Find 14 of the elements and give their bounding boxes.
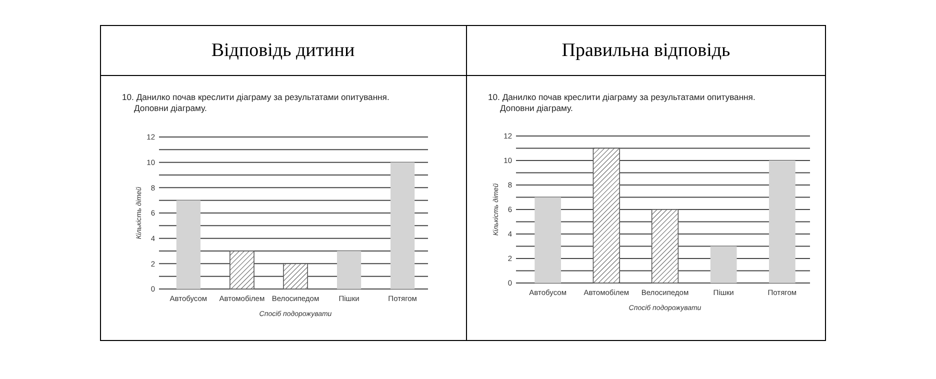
bar [336, 251, 362, 289]
bar [592, 148, 620, 284]
bar [283, 263, 308, 290]
bar [390, 162, 415, 289]
chart-title: Правильна відповідь [562, 40, 731, 61]
bar [651, 209, 679, 284]
chart-subtitle: 10. Данилко почав креслити діаграму за результатами опитування. Доповни діаграму. [488, 92, 756, 113]
bar [176, 200, 200, 289]
bar [710, 246, 737, 283]
chart-subtitle: 10. Данилко почав креслити діаграму за результатами опитування. Доповни діаграму. [122, 92, 390, 113]
chart-title: Відповідь дитини [211, 40, 355, 61]
bar [230, 250, 254, 290]
bar [768, 160, 796, 283]
bar [534, 197, 562, 283]
